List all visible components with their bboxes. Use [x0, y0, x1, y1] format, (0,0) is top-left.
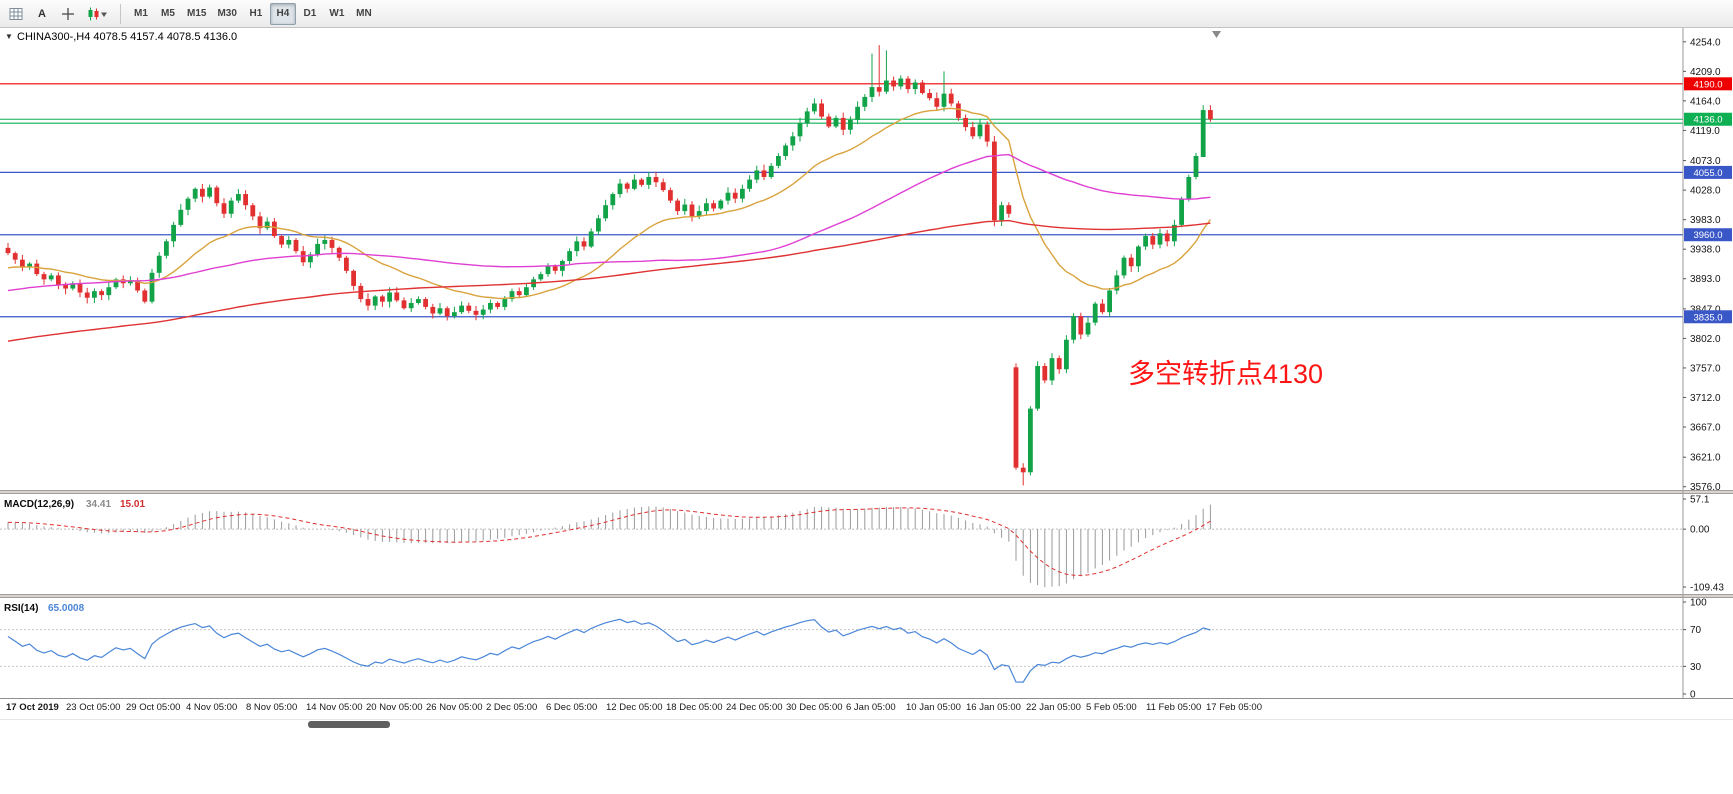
svg-text:6 Dec 05:00: 6 Dec 05:00 — [546, 702, 597, 713]
svg-text:-109.43: -109.43 — [1690, 582, 1724, 593]
svg-text:3835.0: 3835.0 — [1693, 312, 1722, 323]
svg-text:3983.0: 3983.0 — [1690, 215, 1721, 226]
svg-text:14 Nov 05:00: 14 Nov 05:00 — [306, 702, 363, 713]
svg-text:22 Jan 05:00: 22 Jan 05:00 — [1026, 702, 1081, 713]
timeframe-button-M30[interactable]: M30 — [212, 3, 241, 25]
grid-view-button[interactable] — [4, 3, 28, 25]
main-toolbar: A M1 M5 M15 M30 H1 H4 D1 W1 MN — [0, 0, 1733, 28]
svg-text:3621.0: 3621.0 — [1690, 453, 1721, 464]
chart-shift-marker-icon[interactable] — [1212, 31, 1221, 38]
price-badge-4190.0: 4190.0 — [1684, 77, 1732, 91]
svg-text:3938.0: 3938.0 — [1690, 245, 1721, 256]
svg-text:5 Feb 05:00: 5 Feb 05:00 — [1086, 702, 1137, 713]
rsi-line — [7, 618, 1211, 683]
svg-text:4164.0: 4164.0 — [1690, 96, 1721, 107]
price-axis: 4254.0 4209.0 4164.0 4119.0 4073.0 4028.0 3983… — [1683, 37, 1724, 701]
svg-text:3960.0: 3960.0 — [1693, 230, 1722, 241]
svg-text:24 Dec 05:00: 24 Dec 05:00 — [726, 702, 783, 713]
svg-text:3847.0: 3847.0 — [1690, 304, 1721, 315]
svg-text:4 Nov 05:00: 4 Nov 05:00 — [186, 702, 237, 713]
svg-text:26 Nov 05:00: 26 Nov 05:00 — [426, 702, 483, 713]
svg-text:4190.0: 4190.0 — [1693, 79, 1722, 90]
svg-text:8 Nov 05:00: 8 Nov 05:00 — [246, 702, 297, 713]
svg-text:4209.0: 4209.0 — [1690, 67, 1721, 78]
macd-value-main: 34.41 — [86, 499, 111, 510]
macd-label: MACD(12,26,9) — [4, 499, 74, 510]
svg-text:4073.0: 4073.0 — [1690, 156, 1721, 167]
svg-text:4136.0: 4136.0 — [1693, 115, 1722, 126]
timeframe-button-H4[interactable]: H4 — [269, 2, 296, 25]
macd-histogram — [7, 504, 1211, 588]
macd-value-signal: 15.01 — [120, 499, 145, 510]
svg-text:3576.0: 3576.0 — [1690, 482, 1721, 493]
svg-text:3757.0: 3757.0 — [1690, 363, 1721, 374]
svg-text:30 Dec 05:00: 30 Dec 05:00 — [786, 702, 843, 713]
svg-text:16 Jan 05:00: 16 Jan 05:00 — [966, 702, 1021, 713]
svg-text:3802.0: 3802.0 — [1690, 334, 1721, 345]
moving-averages-layer — [7, 107, 1211, 342]
ma-line-fast — [7, 107, 1211, 300]
annotation-text: 多空转折点4130 — [1128, 359, 1323, 389]
svg-text:100: 100 — [1690, 598, 1707, 609]
chart-type-button[interactable] — [82, 3, 113, 25]
caret-down-icon — [101, 12, 107, 17]
svg-text:70: 70 — [1690, 625, 1702, 636]
scrollbar-thumb[interactable] — [308, 721, 390, 728]
svg-text:23 Oct 05:00: 23 Oct 05:00 — [66, 702, 120, 713]
timeframe-button-H1[interactable]: H1 — [243, 3, 269, 25]
svg-text:3712.0: 3712.0 — [1690, 393, 1721, 404]
svg-text:18 Dec 05:00: 18 Dec 05:00 — [666, 702, 723, 713]
timeframe-button-group: M1 M5 M15 M30 H1 H4 D1 W1 MN — [128, 2, 377, 25]
text-tool-button[interactable]: A — [30, 3, 54, 25]
timeframe-button-D1[interactable]: D1 — [297, 3, 323, 25]
candles-layer — [5, 45, 1213, 486]
svg-text:4055.0: 4055.0 — [1693, 168, 1722, 179]
candlestick-chart-icon — [88, 7, 107, 20]
svg-text:17 Oct 2019: 17 Oct 2019 — [6, 702, 59, 713]
text-tool-label: A — [38, 7, 46, 20]
svg-text:3667.0: 3667.0 — [1690, 423, 1721, 434]
timeframe-button-M5[interactable]: M5 — [155, 3, 181, 25]
svg-text:30: 30 — [1690, 662, 1702, 673]
svg-text:11 Feb 05:00: 11 Feb 05:00 — [1146, 702, 1201, 713]
price-badge-4136.0: 4136.0 — [1684, 112, 1732, 126]
price-badge-3835.0: 3835.0 — [1684, 310, 1732, 324]
price-badge-4055.0: 4055.0 — [1684, 165, 1732, 179]
svg-text:3893.0: 3893.0 — [1690, 274, 1721, 285]
crosshair-icon — [62, 7, 74, 20]
divider-macd-rsi[interactable] — [0, 594, 1733, 598]
time-axis: 17 Oct 2019 23 Oct 05:00 29 Oct 05:00 4 Nov… — [6, 702, 1262, 713]
timeframe-button-M1[interactable]: M1 — [128, 3, 154, 25]
svg-text:4254.0: 4254.0 — [1690, 37, 1721, 48]
grid-icon — [9, 7, 23, 20]
crosshair-tool-button[interactable] — [56, 3, 80, 25]
timeframe-button-W1[interactable]: W1 — [324, 3, 350, 25]
svg-text:10 Jan 05:00: 10 Jan 05:00 — [906, 702, 961, 713]
ma-line-slow — [7, 219, 1211, 342]
chart-canvas[interactable]: 4254.0 4209.0 4164.0 4119.0 4073.0 4028.0 3983… — [0, 28, 1733, 714]
svg-text:17 Feb 05:00: 17 Feb 05:00 — [1206, 702, 1262, 713]
timeframe-button-M15[interactable]: M15 — [182, 3, 211, 25]
svg-text:12 Dec 05:00: 12 Dec 05:00 — [606, 702, 663, 713]
svg-text:0: 0 — [1690, 690, 1696, 701]
svg-text:57.1: 57.1 — [1690, 495, 1710, 506]
svg-text:4028.0: 4028.0 — [1690, 186, 1721, 197]
timeframe-button-MN[interactable]: MN — [351, 3, 377, 25]
svg-text:2 Dec 05:00: 2 Dec 05:00 — [486, 702, 537, 713]
chart-title: CHINA300-,H4 4078.5 4157.4 4078.5 4136.0 — [17, 31, 237, 43]
svg-text:4119.0: 4119.0 — [1690, 126, 1720, 137]
svg-text:20 Nov 05:00: 20 Nov 05:00 — [366, 702, 423, 713]
bottom-strip — [0, 719, 1733, 794]
ma-line-mid — [7, 153, 1211, 292]
svg-text:29 Oct 05:00: 29 Oct 05:00 — [126, 702, 180, 713]
toolbar-separator — [120, 3, 121, 24]
divider-main-macd[interactable] — [0, 490, 1733, 494]
chart-menu-icon[interactable]: ▼ — [5, 32, 13, 41]
rsi-label: RSI(14) — [4, 603, 38, 614]
rsi-value: 65.0008 — [48, 603, 85, 614]
svg-text:6 Jan 05:00: 6 Jan 05:00 — [846, 702, 896, 713]
price-badge-3960.0: 3960.0 — [1684, 228, 1732, 242]
svg-text:0.00: 0.00 — [1690, 525, 1710, 536]
